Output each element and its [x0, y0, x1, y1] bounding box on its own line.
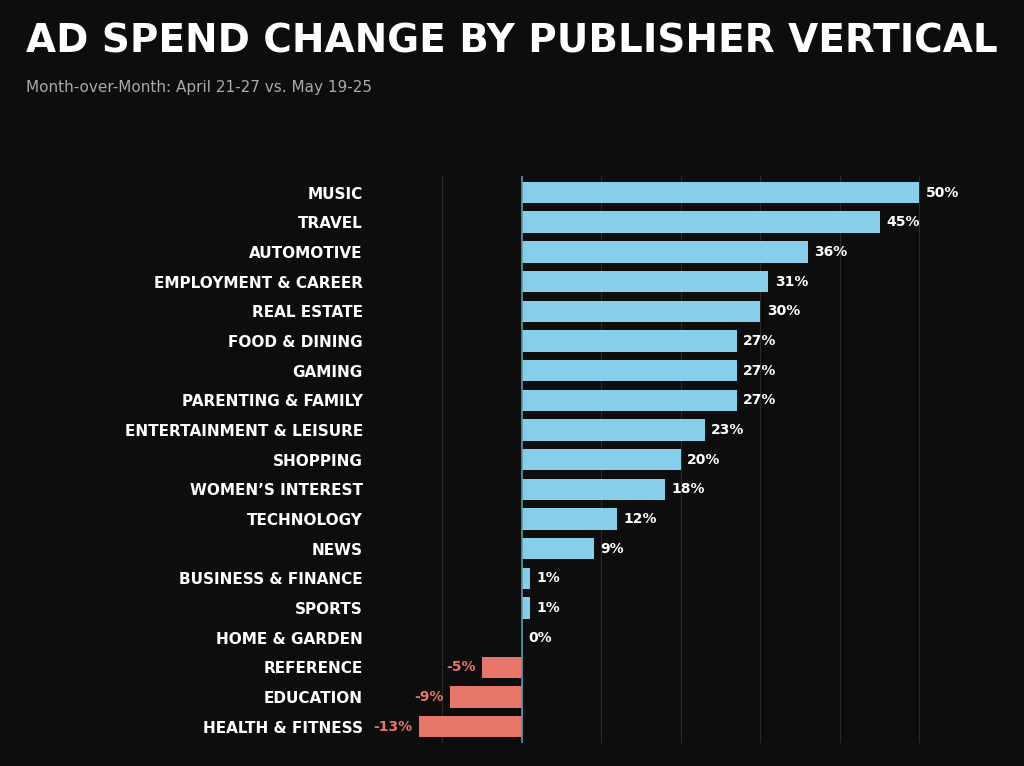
- Text: 27%: 27%: [743, 364, 776, 378]
- Text: 1%: 1%: [537, 601, 560, 615]
- Text: -9%: -9%: [415, 690, 444, 704]
- Bar: [522, 330, 736, 352]
- Bar: [482, 656, 522, 678]
- Bar: [522, 479, 665, 500]
- Text: -13%: -13%: [373, 720, 413, 734]
- Bar: [522, 211, 880, 233]
- Text: 31%: 31%: [775, 274, 808, 289]
- Bar: [522, 597, 530, 619]
- Text: 20%: 20%: [687, 453, 721, 466]
- Text: 23%: 23%: [711, 423, 744, 437]
- Text: 27%: 27%: [743, 393, 776, 408]
- Text: 1%: 1%: [537, 571, 560, 585]
- Bar: [419, 716, 522, 738]
- Text: 18%: 18%: [672, 483, 705, 496]
- Text: 36%: 36%: [814, 245, 848, 259]
- Bar: [522, 241, 808, 263]
- Bar: [522, 449, 681, 470]
- Bar: [522, 271, 768, 292]
- Bar: [522, 419, 705, 440]
- Text: 12%: 12%: [624, 512, 657, 526]
- Text: Month-over-Month: April 21-27 vs. May 19-25: Month-over-Month: April 21-27 vs. May 19…: [26, 80, 372, 96]
- Bar: [522, 538, 594, 559]
- Text: AD SPEND CHANGE BY PUBLISHER VERTICAL: AD SPEND CHANGE BY PUBLISHER VERTICAL: [26, 23, 997, 61]
- Text: 30%: 30%: [767, 304, 800, 318]
- Text: 9%: 9%: [600, 542, 624, 555]
- Text: 45%: 45%: [886, 215, 920, 229]
- Bar: [451, 686, 522, 708]
- Bar: [522, 390, 736, 411]
- Bar: [522, 182, 920, 203]
- Text: -5%: -5%: [446, 660, 476, 674]
- Text: 0%: 0%: [528, 630, 552, 645]
- Bar: [522, 300, 761, 322]
- Bar: [522, 568, 530, 589]
- Bar: [522, 360, 736, 381]
- Text: 50%: 50%: [926, 185, 959, 199]
- Text: 27%: 27%: [743, 334, 776, 348]
- Bar: [522, 509, 617, 529]
